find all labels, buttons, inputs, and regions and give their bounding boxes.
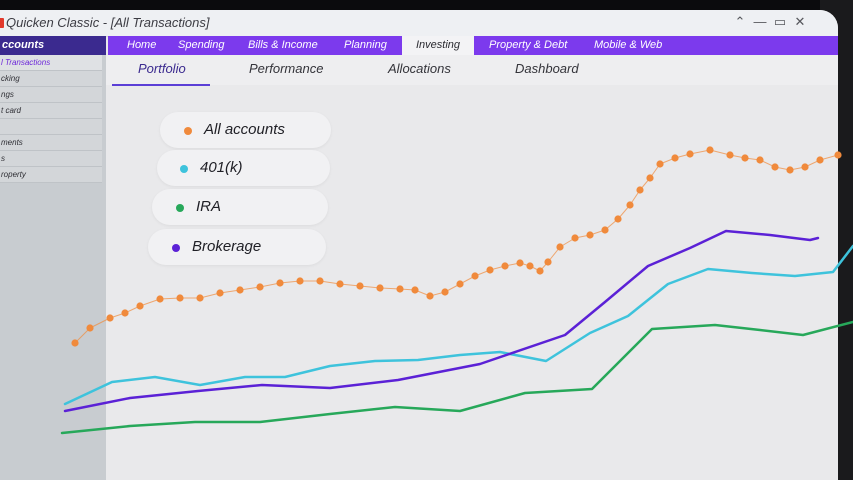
series-point-all-accounts[interactable] xyxy=(336,280,344,288)
legend-item-ira[interactable]: IRA xyxy=(152,189,328,225)
series-point-all-accounts[interactable] xyxy=(671,154,679,162)
nav-tab-planning[interactable]: Planning xyxy=(344,39,387,51)
account-item-savings[interactable]: ngs xyxy=(0,87,102,103)
series-point-all-accounts[interactable] xyxy=(536,267,544,275)
series-point-all-accounts[interactable] xyxy=(834,151,842,159)
series-point-all-accounts[interactable] xyxy=(636,186,644,194)
account-item-investments[interactable]: ments xyxy=(0,135,102,151)
account-item-s[interactable]: s xyxy=(0,151,102,167)
series-point-all-accounts[interactable] xyxy=(136,302,144,310)
series-line-brokerage xyxy=(63,229,820,413)
subtab-dashboard[interactable]: Dashboard xyxy=(515,61,579,76)
series-point-all-accounts[interactable] xyxy=(236,286,244,294)
main-nav: Home Spending Bills & Income Planning In… xyxy=(108,36,838,55)
series-point-all-accounts[interactable] xyxy=(316,277,324,285)
series-point-all-accounts[interactable] xyxy=(556,243,564,251)
nav-tab-investing[interactable]: Investing xyxy=(402,36,475,55)
series-point-all-accounts[interactable] xyxy=(786,166,794,174)
account-item-checking[interactable]: cking xyxy=(0,71,102,87)
series-point-all-accounts[interactable] xyxy=(741,154,749,162)
account-bar-header[interactable]: ccounts xyxy=(0,36,106,55)
series-point-all-accounts[interactable] xyxy=(656,160,664,168)
subtab-portfolio[interactable]: Portfolio xyxy=(138,61,186,76)
series-line-401-k xyxy=(63,244,853,406)
series-point-all-accounts[interactable] xyxy=(71,339,79,347)
minimize-icon[interactable]: — xyxy=(753,14,767,29)
series-point-all-accounts[interactable] xyxy=(726,151,734,159)
series-point-all-accounts[interactable] xyxy=(756,156,764,164)
series-point-all-accounts[interactable] xyxy=(176,294,184,302)
series-point-all-accounts[interactable] xyxy=(196,294,204,302)
legend-label: All accounts xyxy=(204,121,285,138)
series-point-all-accounts[interactable] xyxy=(544,258,552,266)
series-point-all-accounts[interactable] xyxy=(471,272,479,280)
series-point-all-accounts[interactable] xyxy=(426,292,434,300)
series-point-all-accounts[interactable] xyxy=(356,282,364,290)
account-item-credit-card[interactable]: t card xyxy=(0,103,102,119)
series-point-all-accounts[interactable] xyxy=(526,262,534,270)
nav-tab-spending[interactable]: Spending xyxy=(178,39,225,51)
series-point-all-accounts[interactable] xyxy=(501,262,509,270)
chevron-up-icon[interactable]: ⌃ xyxy=(734,14,746,29)
restore-icon[interactable]: ▭ xyxy=(773,14,787,29)
series-point-all-accounts[interactable] xyxy=(86,324,94,332)
legend-dot-icon xyxy=(184,127,192,135)
nav-tab-home[interactable]: Home xyxy=(127,39,157,51)
title-bar: Quicken Classic - [All Transactions] ⌃ —… xyxy=(0,10,838,37)
series-point-all-accounts[interactable] xyxy=(626,201,634,209)
series-point-all-accounts[interactable] xyxy=(376,284,384,292)
investing-content: Portfolio Performance Allocations Dashbo… xyxy=(106,55,838,480)
series-point-all-accounts[interactable] xyxy=(801,163,809,171)
subtab-allocations[interactable]: Allocations xyxy=(388,61,451,76)
series-point-all-accounts[interactable] xyxy=(586,231,594,239)
series-point-all-accounts[interactable] xyxy=(396,285,404,293)
legend-dot-icon xyxy=(172,244,180,252)
series-point-all-accounts[interactable] xyxy=(816,156,824,164)
series-point-all-accounts[interactable] xyxy=(411,286,419,294)
series-point-all-accounts[interactable] xyxy=(456,280,464,288)
legend-label: Brokerage xyxy=(192,238,262,255)
series-point-all-accounts[interactable] xyxy=(296,277,304,285)
series-point-all-accounts[interactable] xyxy=(686,150,694,158)
legend-item-brokerage[interactable]: Brokerage xyxy=(148,229,326,265)
active-subtab-indicator xyxy=(112,84,210,86)
legend-dot-icon xyxy=(180,165,188,173)
series-point-all-accounts[interactable] xyxy=(486,266,494,274)
series-point-all-accounts[interactable] xyxy=(771,163,779,171)
legend-dot-icon xyxy=(176,204,184,212)
nav-tab-mobile-web[interactable]: Mobile & Web xyxy=(594,39,663,51)
legend-label: IRA xyxy=(196,198,222,215)
series-point-all-accounts[interactable] xyxy=(276,279,284,287)
series-point-all-accounts[interactable] xyxy=(256,283,264,291)
legend-item-401k[interactable]: 401(k) xyxy=(157,150,330,186)
series-point-all-accounts[interactable] xyxy=(441,288,449,296)
series-point-all-accounts[interactable] xyxy=(156,295,164,303)
series-point-all-accounts[interactable] xyxy=(706,146,714,154)
legend-label: 401(k) xyxy=(200,159,243,176)
nav-tab-bills-income[interactable]: Bills & Income xyxy=(248,39,318,51)
quicken-logo-icon xyxy=(0,18,4,28)
series-point-all-accounts[interactable] xyxy=(121,309,129,317)
series-point-all-accounts[interactable] xyxy=(646,174,654,182)
series-point-all-accounts[interactable] xyxy=(601,226,609,234)
series-point-all-accounts[interactable] xyxy=(614,215,622,223)
series-point-all-accounts[interactable] xyxy=(106,314,114,322)
account-item-blank[interactable] xyxy=(0,119,102,135)
series-point-all-accounts[interactable] xyxy=(516,259,524,267)
series-point-all-accounts[interactable] xyxy=(216,289,224,297)
series-point-all-accounts[interactable] xyxy=(571,234,579,242)
close-icon[interactable]: ✕ xyxy=(794,14,806,29)
account-item-property[interactable]: roperty xyxy=(0,167,102,183)
investing-subtabs: Portfolio Performance Allocations Dashbo… xyxy=(106,55,838,86)
window-title: Quicken Classic - [All Transactions] xyxy=(6,15,210,30)
nav-tab-property-debt[interactable]: Property & Debt xyxy=(489,39,568,51)
subtab-performance[interactable]: Performance xyxy=(249,61,324,76)
account-item-all-transactions[interactable]: l Transactions xyxy=(0,55,102,71)
legend-item-all-accounts[interactable]: All accounts xyxy=(160,112,331,148)
series-line-ira xyxy=(60,320,853,435)
